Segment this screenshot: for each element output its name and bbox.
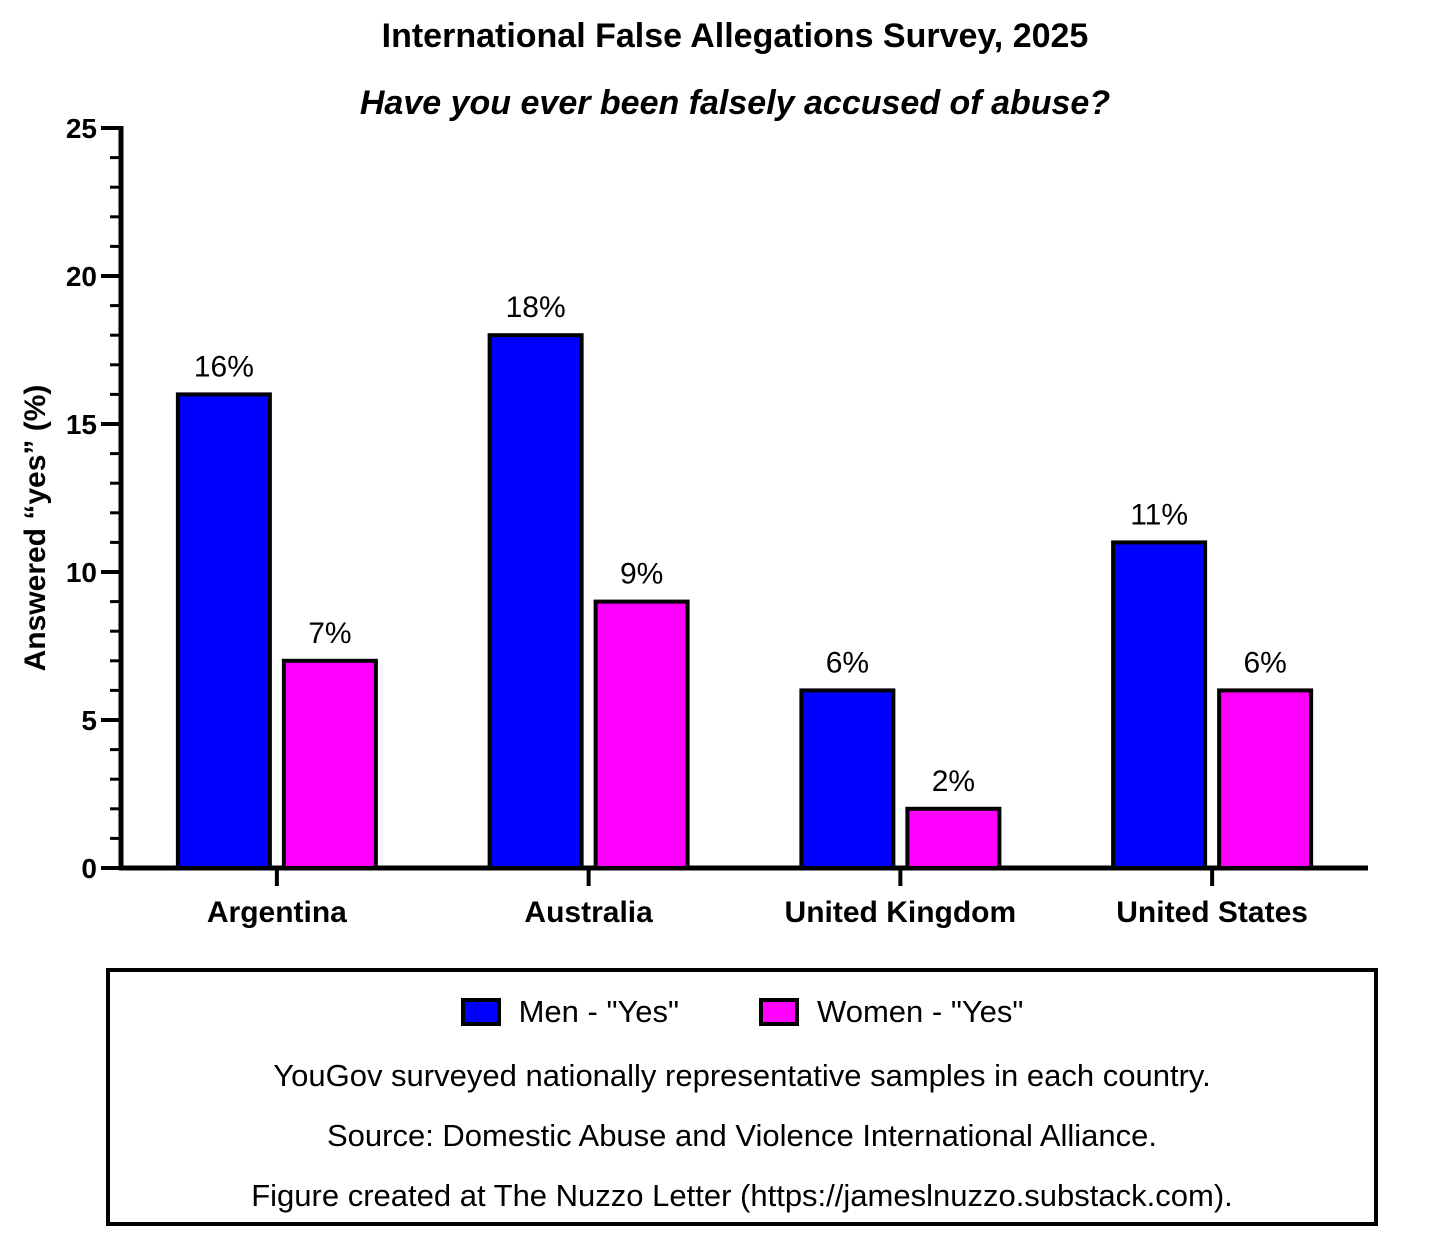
note-source: Source: Domestic Abuse and Violence Inte… — [326, 1118, 1158, 1153]
note-survey: YouGov surveyed nationally representativ… — [273, 1058, 1211, 1093]
legend-label-men: Men - "Yes" — [518, 994, 680, 1029]
data-label-women: 7% — [308, 617, 351, 650]
bar-men-argentina — [175, 392, 272, 870]
data-label-women: 6% — [1243, 646, 1286, 679]
bar-men-united-kingdom — [799, 688, 896, 871]
legend-item-men: Men - "Yes" — [460, 994, 680, 1030]
x-tick-label: Argentina — [207, 896, 347, 929]
data-label-women: 2% — [932, 765, 975, 798]
data-label-men: 11% — [1130, 498, 1188, 531]
y-tick-label: 0 — [81, 853, 97, 884]
bar-women-argentina — [281, 658, 378, 870]
data-label-women: 9% — [620, 558, 663, 591]
y-tick-label: 15 — [66, 409, 97, 440]
y-tick-label: 20 — [66, 261, 97, 292]
legend-swatch-women — [759, 998, 800, 1026]
legend-box: Men - "Yes" Women - "Yes" YouGov surveye… — [106, 968, 1378, 1226]
data-label-men: 6% — [826, 646, 869, 679]
legend-label-women: Women - "Yes" — [817, 994, 1024, 1029]
y-tick-label: 5 — [81, 705, 97, 736]
legend-swatch-men — [460, 998, 501, 1026]
data-labels-group: 16% 7% 18% 9% 6% 2% 11% 6% — [194, 291, 1287, 798]
note-credit: Figure created at The Nuzzo Letter (http… — [251, 1178, 1233, 1213]
y-tick-label: 10 — [66, 557, 97, 588]
bar-chart: International False Allegations Survey, … — [19, 17, 1368, 929]
bar-men-australia — [487, 333, 584, 870]
bar-men-united-states — [1111, 540, 1208, 871]
x-tick-label: United Kingdom — [785, 896, 1017, 929]
legend: Men - "Yes" Women - "Yes" — [110, 992, 1374, 1032]
x-tick-label: United States — [1116, 896, 1308, 929]
bar-women-united-states — [1217, 688, 1314, 871]
y-tick-label: 25 — [66, 113, 97, 144]
chart-title: International False Allegations Survey, … — [382, 17, 1089, 55]
y-axis-label: Answered “yes” (%) — [19, 385, 52, 672]
legend-item-women: Women - "Yes" — [759, 994, 1023, 1030]
chart-subtitle: Have you ever been falsely accused of ab… — [360, 84, 1110, 122]
bar-women-australia — [593, 599, 690, 870]
bar-women-united-kingdom — [905, 806, 1002, 870]
data-label-men: 18% — [506, 291, 566, 324]
x-tick-label: Australia — [524, 896, 653, 929]
bars-group — [175, 333, 1314, 871]
data-label-men: 16% — [194, 350, 254, 383]
